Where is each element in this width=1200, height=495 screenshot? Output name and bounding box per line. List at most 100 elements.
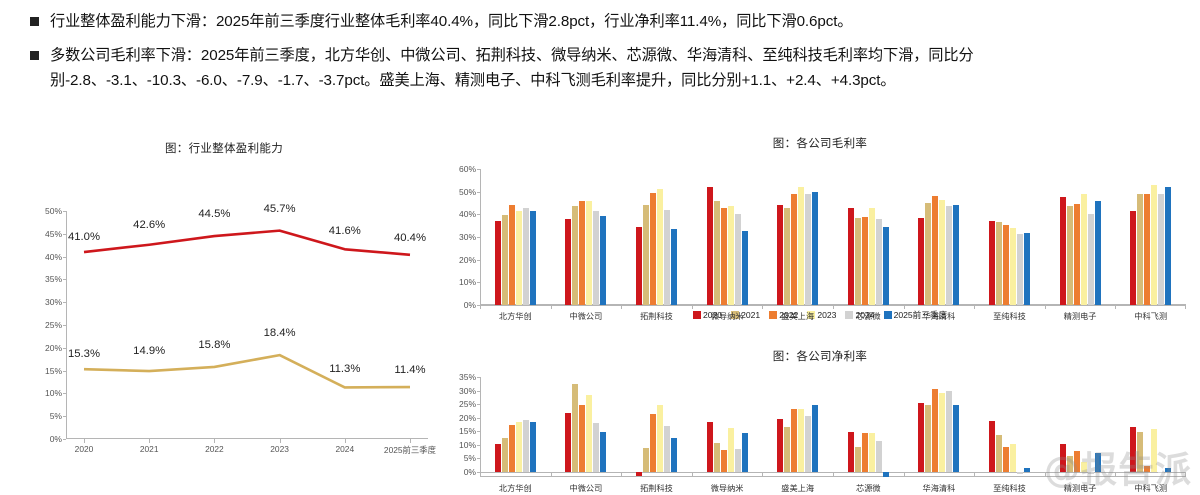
bar-2024 xyxy=(946,390,953,472)
x-axis-line xyxy=(66,438,428,439)
data-label: 40.4% xyxy=(393,231,427,244)
bar-2021 xyxy=(1066,455,1073,472)
y-axis-tick-label: 0% xyxy=(463,300,476,310)
x-axis-tick xyxy=(480,305,481,309)
bar-2020 xyxy=(494,221,501,305)
x-axis-tick xyxy=(1115,305,1117,309)
bar-2023 xyxy=(586,200,593,305)
bar-2021 xyxy=(854,446,861,472)
bar-2022 xyxy=(1002,224,1010,305)
y-axis-tick xyxy=(477,237,480,238)
legend-item: 2025前三季度 xyxy=(883,309,948,321)
bar-2022 xyxy=(861,217,868,305)
line-series-svg xyxy=(83,229,411,389)
y-axis-tick-label: 15% xyxy=(44,365,62,376)
x-axis-tick xyxy=(214,439,216,443)
data-label: 11.3% xyxy=(329,363,361,376)
bar-2024 xyxy=(593,423,600,472)
legend-swatch-icon xyxy=(769,311,778,319)
legend-item: 2021 xyxy=(731,310,760,320)
bar-2022 xyxy=(508,205,515,305)
x-axis-tick xyxy=(1044,471,1046,476)
x-axis-category-label: 盛美上海 xyxy=(781,311,815,321)
y-axis-tick-label: 60% xyxy=(458,164,476,174)
bar-2025前三季度 xyxy=(670,229,678,305)
bar-2020 xyxy=(777,205,784,305)
bar-2023 xyxy=(1009,228,1017,305)
y-axis-tick-label: 20% xyxy=(44,342,62,353)
bar-2021 xyxy=(713,442,720,472)
x-axis-tick xyxy=(833,471,834,476)
chart-title: 图：各公司毛利率 xyxy=(772,138,868,150)
legend-swatch-icon xyxy=(845,311,854,319)
y-axis-tick-label: 50% xyxy=(44,206,62,216)
bar-2023 xyxy=(798,408,805,472)
y-axis-tick-label: 35% xyxy=(44,274,62,285)
x-axis-category-label: 中科飞测 xyxy=(1134,483,1168,493)
bar-2025前三季度 xyxy=(1023,232,1031,305)
bar-2023 xyxy=(515,422,522,472)
x-axis-tick xyxy=(903,471,905,476)
bar-2025前三季度 xyxy=(529,210,536,305)
bar-2025前三季度 xyxy=(741,231,748,305)
bar-2020 xyxy=(635,471,643,477)
x-axis-tick-label: 2020 xyxy=(74,444,94,454)
y-axis-tick-label: 25% xyxy=(44,320,62,330)
bar-2023 xyxy=(939,200,946,305)
x-axis-category-label: 中微公司 xyxy=(569,311,603,321)
legend-swatch-icon xyxy=(692,311,701,319)
bar-2020 xyxy=(1059,443,1066,472)
bar-2021 xyxy=(995,435,1003,472)
bar-2024 xyxy=(875,441,882,472)
bar-2025前三季度 xyxy=(812,192,819,305)
y-axis-tick xyxy=(477,169,480,170)
bar-2021 xyxy=(784,208,791,305)
bar-2023 xyxy=(727,205,734,305)
y-axis-line xyxy=(480,377,481,477)
bar-2023 xyxy=(727,428,734,472)
bar-2025前三季度 xyxy=(882,226,889,305)
bar-2022 xyxy=(1144,465,1151,472)
x-axis-tick xyxy=(621,305,623,309)
bullet-text: 多数公司毛利率下滑：2025年前三季度，北方华创、中微公司、拓荆科技、微导纳米、… xyxy=(50,47,974,89)
data-label: 44.5% xyxy=(198,208,231,221)
bar-2022 xyxy=(720,450,727,472)
bar-2024 xyxy=(1158,471,1165,474)
bar-2020 xyxy=(847,431,854,472)
bar-2020 xyxy=(706,422,713,472)
bar-2022 xyxy=(579,200,586,305)
y-axis-line xyxy=(66,211,67,439)
x-axis-tick-label: 2025前三季度 xyxy=(383,445,437,455)
legend-label: 2025前三季度 xyxy=(893,310,948,320)
chart-title: 图：各公司净利率 xyxy=(772,351,868,363)
x-axis-tick xyxy=(762,305,764,309)
y-axis-tick xyxy=(477,458,480,460)
bar-2025前三季度 xyxy=(1023,467,1031,472)
legend-item: 2022 xyxy=(769,310,798,320)
bar-2024 xyxy=(1087,471,1094,475)
chart-company-net-margin: 图：各公司净利率 0% 5% 10% 15% 20% 25% 30% 35% 北方华创 中微公司 拓… xyxy=(440,344,1200,495)
y-axis-tick xyxy=(63,370,66,372)
y-axis-tick xyxy=(63,347,66,349)
x-axis-tick xyxy=(550,471,552,476)
y-axis-tick xyxy=(63,279,66,281)
y-axis-tick xyxy=(477,191,480,193)
legend-item: 2020 xyxy=(692,310,722,320)
x-axis-category-label: 微导纳米 xyxy=(710,483,744,493)
bar-2022 xyxy=(861,432,868,472)
y-axis-tick xyxy=(477,390,480,392)
data-label: 11.4% xyxy=(394,364,426,377)
y-axis-tick xyxy=(63,439,66,440)
y-axis-tick-label: 0% xyxy=(49,434,62,444)
x-axis-tick xyxy=(1044,305,1046,309)
bar-2025前三季度 xyxy=(882,471,889,477)
bar-2021 xyxy=(1137,193,1144,305)
y-axis-tick-label: 20% xyxy=(458,254,476,265)
bar-2023 xyxy=(586,394,593,472)
bar-2022 xyxy=(791,193,798,305)
bar-2021 xyxy=(784,427,791,472)
x-axis-tick-label: 2023 xyxy=(270,444,289,454)
bar-2024 xyxy=(1016,233,1024,305)
bar-2023 xyxy=(515,211,522,305)
bar-2020 xyxy=(847,207,854,305)
